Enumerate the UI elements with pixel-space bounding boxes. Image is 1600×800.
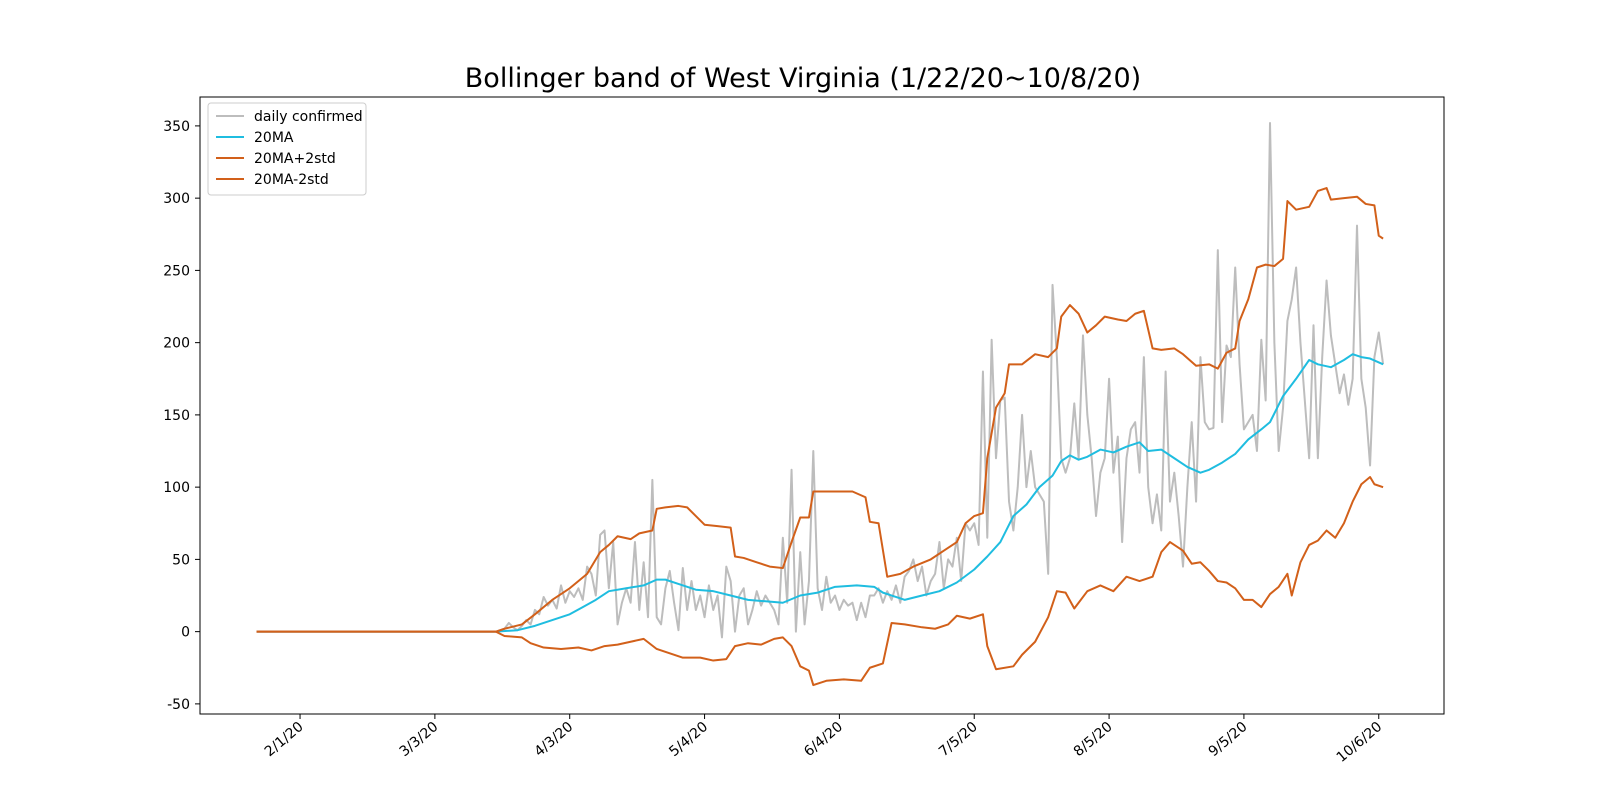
plot-area bbox=[199, 96, 1445, 715]
legend-label-0: daily confirmed bbox=[254, 109, 363, 125]
plot-frame bbox=[199, 96, 1445, 715]
chart-title: Bollinger band of West Virginia (1/22/20… bbox=[465, 63, 1141, 94]
series-line-3 bbox=[256, 476, 1384, 687]
series-line-1 bbox=[256, 353, 1384, 633]
x-tick-label: 5/4/20 bbox=[666, 719, 711, 760]
y-tick-label: 0 bbox=[181, 625, 190, 641]
legend-label-1: 20MA bbox=[254, 130, 294, 146]
series-line-0 bbox=[256, 122, 1385, 639]
y-tick-label: 100 bbox=[163, 480, 190, 496]
x-tick-label: 6/4/20 bbox=[801, 719, 846, 760]
x-axis: 2/1/20 3/3/20 4/3/20 5/4/20 6/4/20 7/5/20 8/5/… bbox=[262, 714, 1386, 766]
y-tick-label: 300 bbox=[163, 191, 190, 207]
x-tick-label: 4/3/20 bbox=[531, 719, 576, 760]
legend-box bbox=[207, 102, 367, 196]
x-tick-label: 8/5/20 bbox=[1071, 719, 1116, 760]
legend-label-3: 20MA-2std bbox=[254, 172, 329, 188]
y-axis: -50 0 50 100 150 200 250 300 350 bbox=[163, 119, 200, 713]
y-tick-label: 150 bbox=[163, 408, 190, 424]
series-line-2 bbox=[256, 187, 1384, 633]
y-tick-label: 50 bbox=[172, 552, 190, 568]
y-tick-label: 250 bbox=[163, 263, 190, 279]
y-tick-label: -50 bbox=[167, 697, 190, 713]
x-tick-label: 9/5/20 bbox=[1206, 719, 1251, 760]
legend: daily confirmed 20MA 20MA+2std 20MA-2std bbox=[207, 102, 367, 196]
x-tick-label: 3/3/20 bbox=[397, 719, 442, 760]
x-tick-label: 2/1/20 bbox=[262, 719, 307, 760]
y-tick-label: 350 bbox=[163, 119, 190, 135]
x-tick-label: 10/6/20 bbox=[1334, 719, 1386, 766]
x-tick-label: 7/5/20 bbox=[936, 719, 981, 760]
y-tick-label: 200 bbox=[163, 336, 190, 352]
legend-label-2: 20MA+2std bbox=[254, 151, 336, 167]
